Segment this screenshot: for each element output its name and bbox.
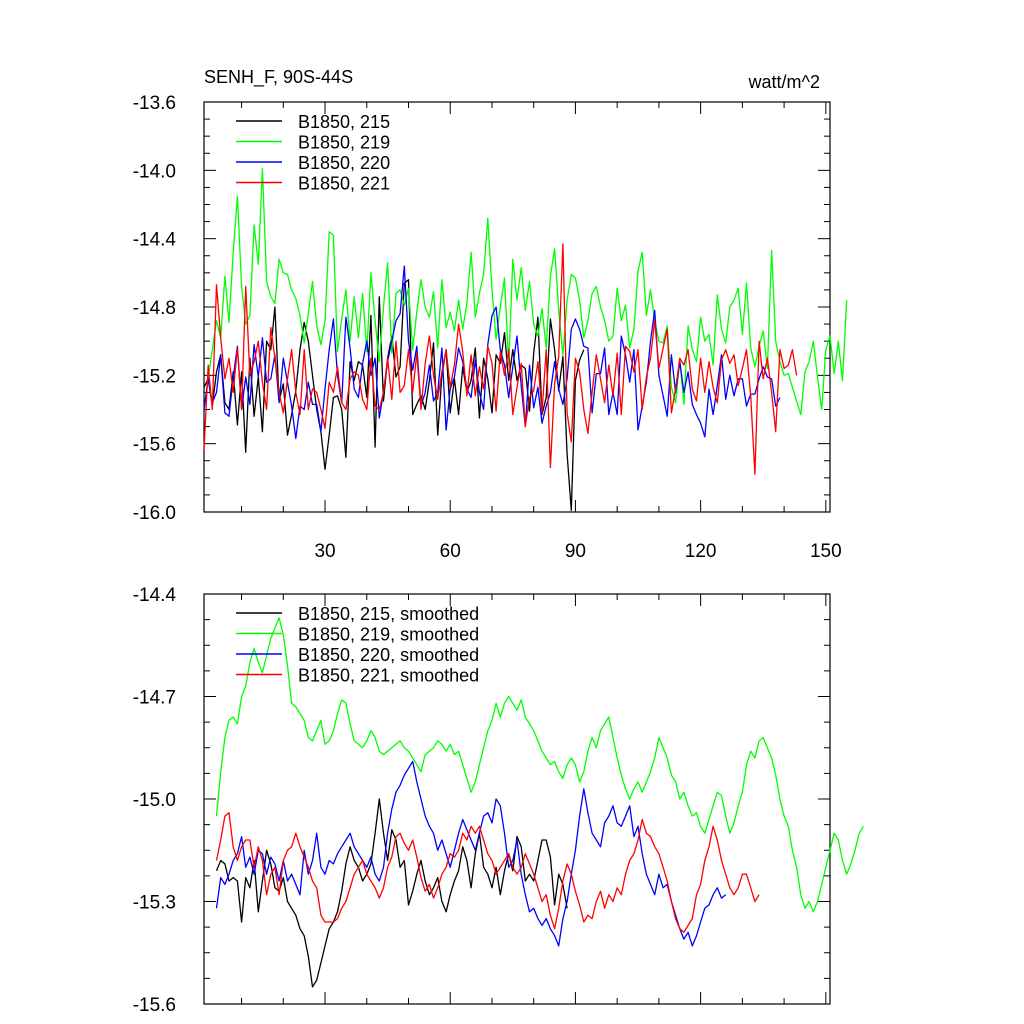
series-line-b1850-219 — [203, 167, 848, 416]
chart-title: SENH_F, 90S-44S — [204, 67, 353, 88]
y-tick-label: -16.0 — [133, 503, 176, 524]
units-label: watt/m^2 — [748, 72, 820, 92]
y-tick-label: -15.6 — [133, 435, 176, 456]
x-tick-label: 60 — [440, 541, 461, 562]
y-tick-label: -13.6 — [133, 93, 176, 114]
series-line-b1850-219-smoothed — [215, 617, 864, 913]
series-line-b1850-215-smoothed — [215, 798, 568, 988]
series-line-b1850-221 — [203, 243, 798, 476]
y-tick-label: -14.4 — [133, 230, 177, 251]
y-tick-label: -14.7 — [133, 688, 176, 709]
legend-label: B1850, 215 — [298, 112, 390, 132]
bottom-panel: -15.6 -15.3 -15.0 -14.7 -14.4 B1850, 215, smo… — [133, 585, 864, 1016]
legend-label: B1850, 221, smoothed — [298, 666, 479, 686]
y-tick-label: -15.0 — [133, 790, 176, 811]
x-tick-label: 150 — [810, 541, 842, 562]
series-line-b1850-221-smoothed — [215, 812, 760, 933]
series-line-b1850-220-smoothed — [215, 760, 727, 947]
y-tick-label: -15.3 — [133, 893, 176, 914]
x-tick-label: 120 — [685, 541, 717, 562]
legend-label: B1850, 221 — [298, 174, 390, 194]
legend-label: B1850, 220 — [298, 153, 390, 173]
legend-label: B1850, 219, smoothed — [298, 625, 479, 645]
y-tick-label: -14.0 — [133, 161, 176, 182]
legend-label: B1850, 215, smoothed — [298, 604, 479, 624]
y-tick-label: -14.8 — [133, 298, 176, 319]
legend-label: B1850, 219 — [298, 133, 390, 153]
x-tick-label: 90 — [565, 541, 586, 562]
y-tick-label: -15.2 — [133, 366, 176, 387]
top-panel: SENH_F, 90S-44S watt/m^2 -16.0 -15.6 -15.2… — [133, 67, 848, 562]
y-tick-label: -14.4 — [133, 585, 177, 606]
x-tick-label: 30 — [314, 541, 335, 562]
y-tick-label: -15.6 — [133, 995, 176, 1016]
legend-label: B1850, 220, smoothed — [298, 645, 479, 665]
